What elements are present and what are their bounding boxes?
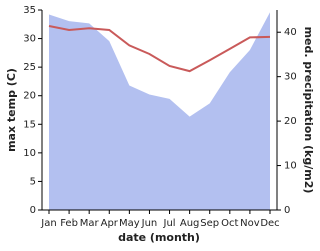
chart: date (month) max temp (C) med. precipita… [5, 5, 315, 244]
y-tick-label: 35 [23, 5, 36, 16]
x-tick-label: Sep [200, 218, 219, 229]
line [48, 25, 271, 73]
x-tick-label: Dec [260, 218, 279, 229]
x-tick-label: Mar [80, 218, 100, 229]
y2-tick-label: 20 [284, 116, 297, 127]
x-tick-label: Jul [163, 218, 176, 229]
x-tick-label: Jun [141, 218, 158, 229]
y-tick-label: 30 [23, 34, 36, 45]
area [49, 12, 270, 210]
x-tick-label: Aug [180, 218, 200, 229]
x-tick-label: May [119, 218, 140, 229]
y2-tick-label: 30 [284, 72, 297, 83]
y-tick-label: 0 [30, 205, 36, 216]
y-tick-label: 5 [30, 176, 36, 187]
y-tick-label: 10 [23, 148, 36, 159]
y-tick-label: 15 [23, 119, 36, 130]
y-tick-label: 25 [23, 62, 36, 73]
y2-axis-label: med. precipitation (kg/m2) [302, 27, 315, 194]
y2-tick-label: 10 [284, 161, 297, 172]
x-tick-label: Apr [101, 218, 119, 229]
y-axis-label: max temp (C) [5, 68, 18, 152]
y2-tick-label: 40 [284, 27, 297, 38]
x-axis-label: date (month) [118, 231, 200, 244]
x-tick-label: Nov [240, 218, 260, 229]
x-tick-label: Feb [60, 218, 78, 229]
y-tick-label: 20 [23, 91, 36, 102]
y2-tick-label: 0 [284, 205, 290, 216]
x-tick-label: Oct [221, 218, 238, 229]
x-tick-label: Jan [40, 218, 56, 229]
